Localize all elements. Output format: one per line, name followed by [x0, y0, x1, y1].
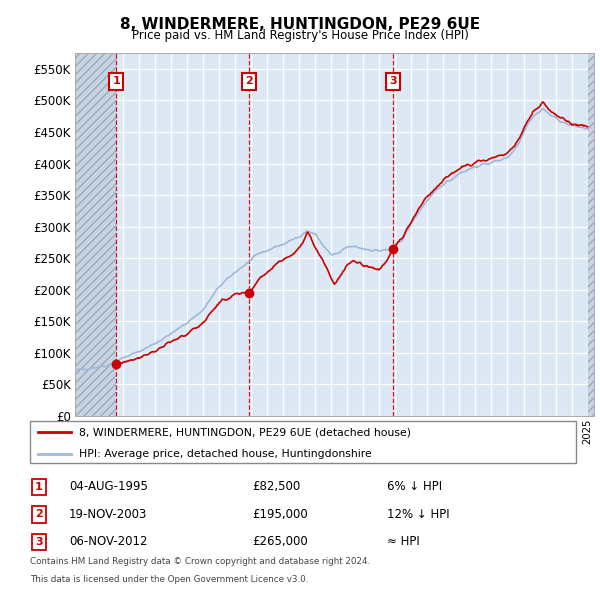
Text: 2: 2 [245, 77, 253, 87]
Text: HPI: Average price, detached house, Huntingdonshire: HPI: Average price, detached house, Hunt… [79, 449, 372, 459]
Text: 19-NOV-2003: 19-NOV-2003 [69, 508, 148, 521]
Text: 8, WINDERMERE, HUNTINGDON, PE29 6UE: 8, WINDERMERE, HUNTINGDON, PE29 6UE [120, 17, 480, 31]
Text: 1: 1 [35, 482, 43, 491]
Text: 3: 3 [35, 537, 43, 546]
Text: £195,000: £195,000 [252, 508, 308, 521]
Text: £265,000: £265,000 [252, 535, 308, 548]
Text: This data is licensed under the Open Government Licence v3.0.: This data is licensed under the Open Gov… [30, 575, 308, 584]
Text: Price paid vs. HM Land Registry's House Price Index (HPI): Price paid vs. HM Land Registry's House … [131, 30, 469, 42]
Text: ≈ HPI: ≈ HPI [387, 535, 420, 548]
Text: Contains HM Land Registry data © Crown copyright and database right 2024.: Contains HM Land Registry data © Crown c… [30, 558, 370, 566]
Text: 3: 3 [389, 77, 397, 87]
Text: 12% ↓ HPI: 12% ↓ HPI [387, 508, 449, 521]
FancyBboxPatch shape [30, 421, 576, 463]
Text: 8, WINDERMERE, HUNTINGDON, PE29 6UE (detached house): 8, WINDERMERE, HUNTINGDON, PE29 6UE (det… [79, 427, 411, 437]
Text: 1: 1 [112, 77, 120, 87]
Text: 06-NOV-2012: 06-NOV-2012 [69, 535, 148, 548]
Text: 6% ↓ HPI: 6% ↓ HPI [387, 480, 442, 493]
Text: £82,500: £82,500 [252, 480, 300, 493]
Text: 04-AUG-1995: 04-AUG-1995 [69, 480, 148, 493]
Text: 2: 2 [35, 510, 43, 519]
